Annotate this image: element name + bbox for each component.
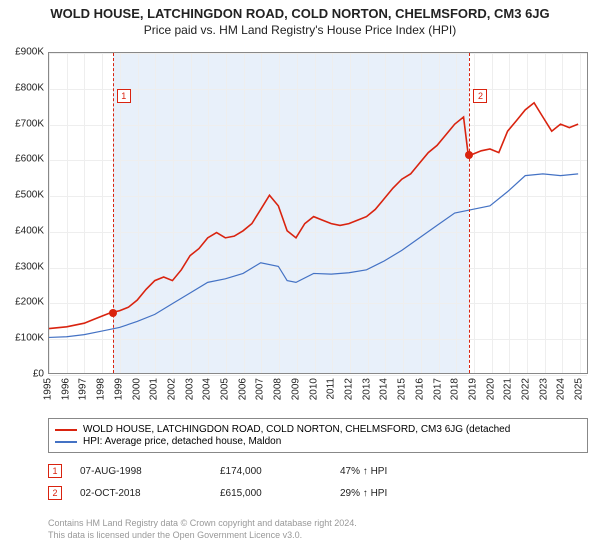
x-tick-label: 2019 bbox=[467, 378, 478, 400]
footer-line: This data is licensed under the Open Gov… bbox=[48, 530, 357, 542]
x-tick-label: 2025 bbox=[574, 378, 585, 400]
x-tick-label: 2004 bbox=[202, 378, 213, 400]
legend-label: HPI: Average price, detached house, Mald… bbox=[83, 436, 281, 447]
x-tick-label: 2015 bbox=[397, 378, 408, 400]
y-tick-label: £800K bbox=[0, 82, 44, 93]
x-tick-label: 2006 bbox=[237, 378, 248, 400]
y-tick-label: £100K bbox=[0, 333, 44, 344]
table-date: 07-AUG-1998 bbox=[80, 466, 190, 477]
x-tick-label: 2007 bbox=[255, 378, 266, 400]
table-row: 1 07-AUG-1998 £174,000 47% ↑ HPI bbox=[48, 460, 417, 482]
table-delta: 29% ↑ HPI bbox=[340, 488, 387, 499]
legend-swatch bbox=[55, 429, 77, 431]
y-tick-label: £600K bbox=[0, 154, 44, 165]
y-tick-label: £0 bbox=[0, 369, 44, 380]
x-tick-label: 1997 bbox=[78, 378, 89, 400]
table-date: 02-OCT-2018 bbox=[80, 488, 190, 499]
y-tick-label: £200K bbox=[0, 297, 44, 308]
plot-area: 12 bbox=[48, 52, 588, 374]
x-tick-label: 2000 bbox=[131, 378, 142, 400]
x-tick-label: 2016 bbox=[414, 378, 425, 400]
chart-title: WOLD HOUSE, LATCHINGDON ROAD, COLD NORTO… bbox=[0, 0, 600, 23]
table-delta: 47% ↑ HPI bbox=[340, 466, 387, 477]
x-tick-label: 2020 bbox=[485, 378, 496, 400]
y-tick-label: £300K bbox=[0, 261, 44, 272]
x-tick-label: 1998 bbox=[96, 378, 107, 400]
legend: WOLD HOUSE, LATCHINGDON ROAD, COLD NORTO… bbox=[48, 418, 588, 453]
x-tick-label: 2005 bbox=[220, 378, 231, 400]
y-tick-label: £400K bbox=[0, 225, 44, 236]
chart-container: WOLD HOUSE, LATCHINGDON ROAD, COLD NORTO… bbox=[0, 0, 600, 560]
x-tick-label: 2014 bbox=[379, 378, 390, 400]
series-line bbox=[49, 174, 578, 338]
marker-dot bbox=[109, 309, 117, 317]
x-tick-label: 2001 bbox=[149, 378, 160, 400]
x-tick-label: 2003 bbox=[184, 378, 195, 400]
footer-attribution: Contains HM Land Registry data © Crown c… bbox=[48, 518, 357, 541]
table-price: £615,000 bbox=[220, 488, 310, 499]
x-tick-label: 2013 bbox=[361, 378, 372, 400]
x-tick-label: 1995 bbox=[43, 378, 54, 400]
legend-label: WOLD HOUSE, LATCHINGDON ROAD, COLD NORTO… bbox=[83, 424, 510, 435]
y-tick-label: £500K bbox=[0, 190, 44, 201]
x-tick-label: 2024 bbox=[556, 378, 567, 400]
x-tick-label: 2018 bbox=[450, 378, 461, 400]
marker-dot bbox=[465, 151, 473, 159]
marker-label: 1 bbox=[117, 89, 131, 103]
series-line bbox=[49, 103, 578, 329]
legend-item: HPI: Average price, detached house, Mald… bbox=[55, 436, 581, 447]
table-price: £174,000 bbox=[220, 466, 310, 477]
x-tick-label: 2023 bbox=[538, 378, 549, 400]
x-tick-label: 1999 bbox=[113, 378, 124, 400]
x-tick-label: 2009 bbox=[290, 378, 301, 400]
y-tick-label: £700K bbox=[0, 118, 44, 129]
x-tick-label: 2017 bbox=[432, 378, 443, 400]
table-marker-ref: 2 bbox=[48, 486, 62, 500]
table-marker-ref: 1 bbox=[48, 464, 62, 478]
table-row: 2 02-OCT-2018 £615,000 29% ↑ HPI bbox=[48, 482, 417, 504]
legend-swatch bbox=[55, 441, 77, 443]
footer-line: Contains HM Land Registry data © Crown c… bbox=[48, 518, 357, 530]
x-tick-label: 2021 bbox=[503, 378, 514, 400]
x-tick-label: 1996 bbox=[60, 378, 71, 400]
x-tick-label: 2012 bbox=[343, 378, 354, 400]
marker-label: 2 bbox=[473, 89, 487, 103]
x-tick-label: 2008 bbox=[273, 378, 284, 400]
chart-subtitle: Price paid vs. HM Land Registry's House … bbox=[0, 23, 600, 43]
data-table: 1 07-AUG-1998 £174,000 47% ↑ HPI 2 02-OCT-201… bbox=[48, 460, 417, 504]
x-tick-label: 2010 bbox=[308, 378, 319, 400]
x-tick-label: 2022 bbox=[521, 378, 532, 400]
x-tick-label: 2011 bbox=[326, 378, 337, 400]
legend-item: WOLD HOUSE, LATCHINGDON ROAD, COLD NORTO… bbox=[55, 424, 581, 435]
x-tick-label: 2002 bbox=[166, 378, 177, 400]
y-tick-label: £900K bbox=[0, 47, 44, 58]
